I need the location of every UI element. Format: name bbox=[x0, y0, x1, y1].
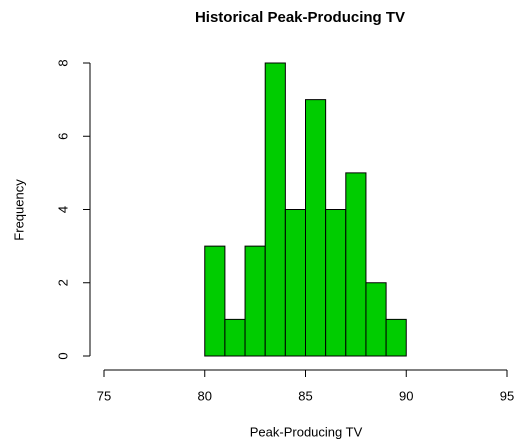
bar bbox=[385, 318, 407, 357]
x-tick-label: 75 bbox=[97, 388, 111, 403]
y-tick-label: 2 bbox=[55, 279, 70, 286]
y-tick-label: 4 bbox=[55, 206, 70, 213]
y-tick-label: 6 bbox=[55, 133, 70, 140]
bar bbox=[284, 209, 307, 357]
bar bbox=[325, 209, 347, 357]
y-tick-label: 8 bbox=[55, 59, 70, 66]
bar bbox=[224, 318, 246, 357]
y-axis-label: Frequency bbox=[11, 179, 26, 241]
x-tick-label: 90 bbox=[399, 388, 413, 403]
x-tick-label: 85 bbox=[298, 388, 312, 403]
bar bbox=[345, 172, 367, 357]
bar bbox=[204, 245, 226, 357]
y-tick-label: 0 bbox=[55, 352, 70, 359]
bar bbox=[244, 245, 266, 357]
x-axis-label: Peak-Producing TV bbox=[250, 424, 363, 439]
bar bbox=[365, 282, 387, 357]
x-tick-label: 80 bbox=[198, 388, 212, 403]
bar bbox=[305, 99, 327, 357]
chart-title: Historical Peak-Producing TV bbox=[195, 9, 405, 26]
x-tick-label: 95 bbox=[500, 388, 514, 403]
bar bbox=[264, 62, 286, 357]
